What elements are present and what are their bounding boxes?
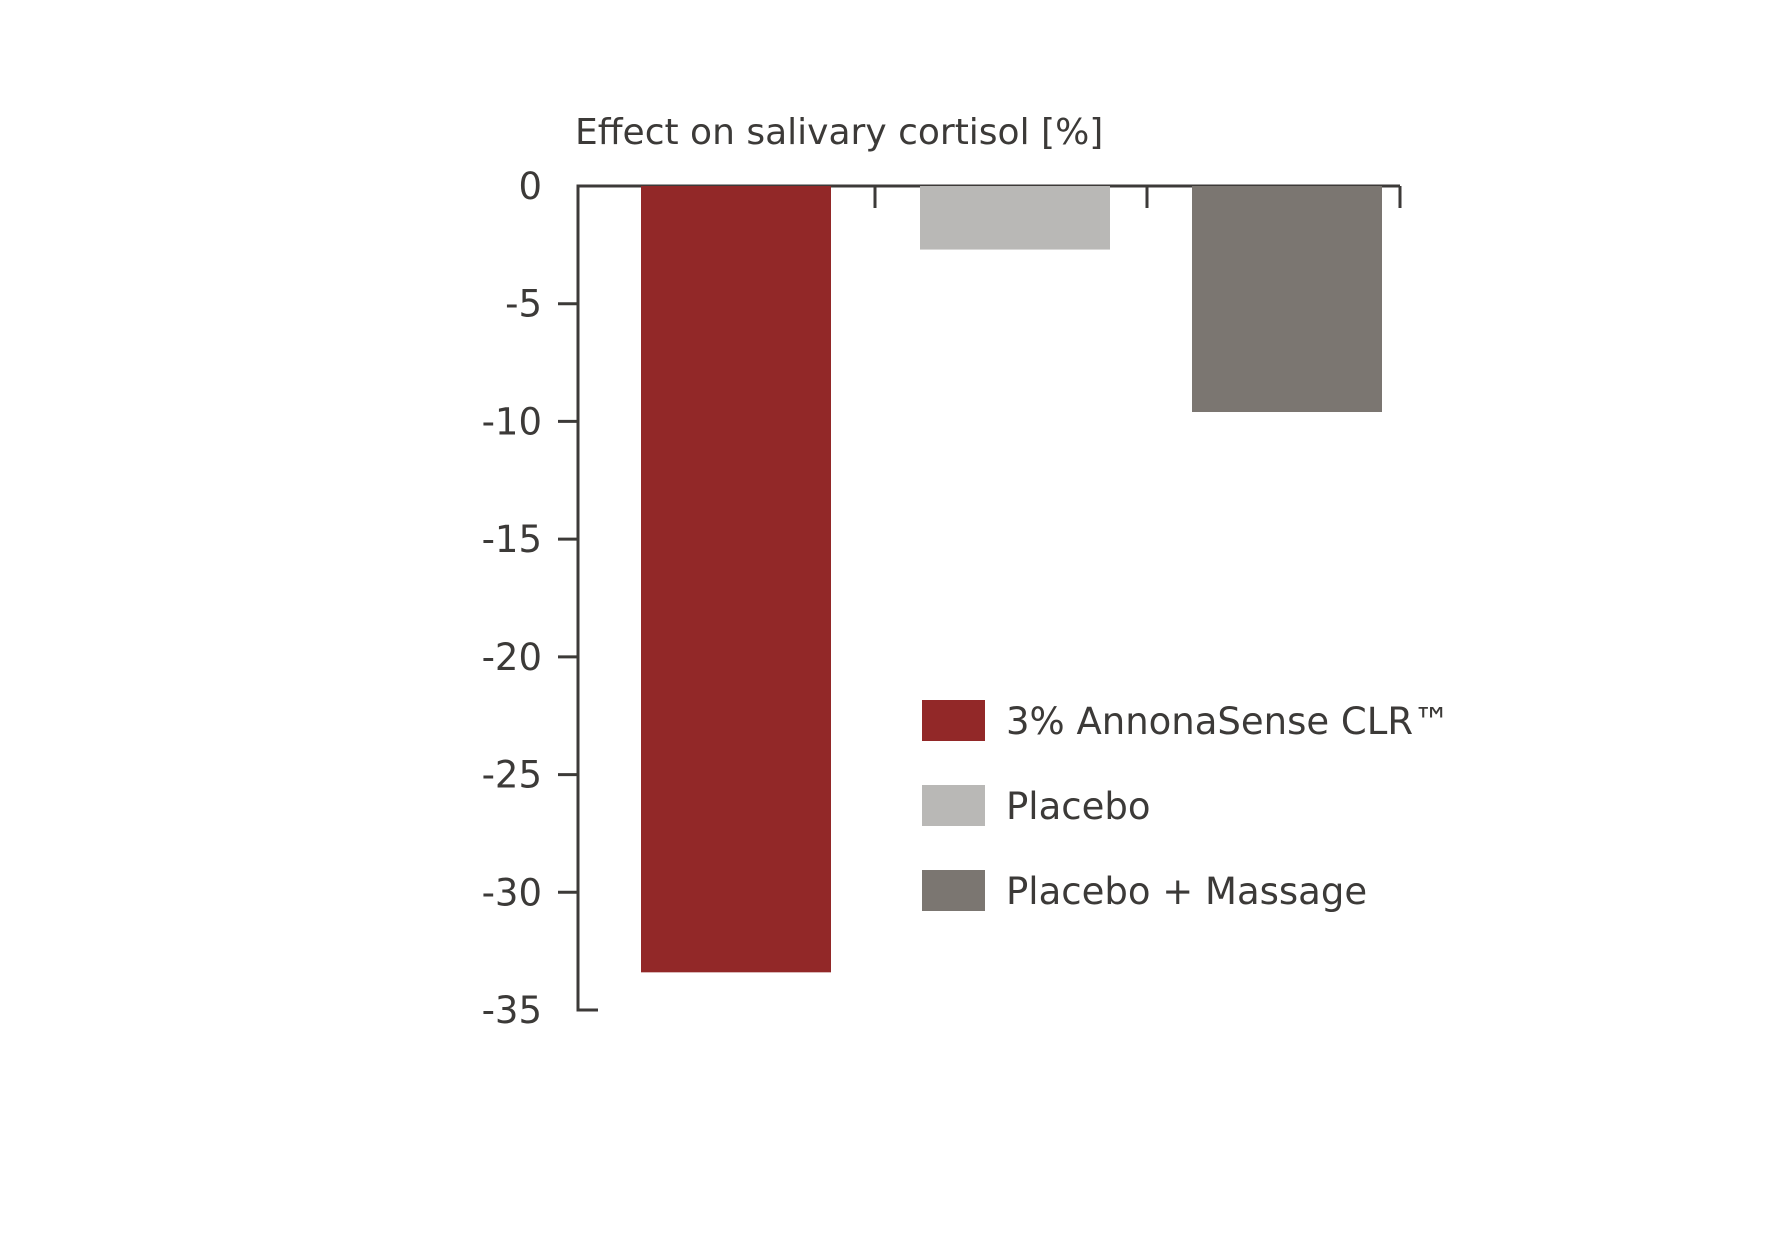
y-tick-label: 0 xyxy=(518,165,542,208)
legend-swatch xyxy=(922,870,985,911)
bar xyxy=(641,186,831,973)
legend-swatch xyxy=(922,700,985,741)
y-tick-label: -5 xyxy=(505,283,542,326)
y-tick-label: -35 xyxy=(482,989,542,1032)
bars xyxy=(641,186,1382,973)
legend-label: Placebo + Massage xyxy=(1006,870,1367,913)
legend: 3% AnnonaSense CLR™ Placebo Placebo + Mass… xyxy=(922,700,1450,913)
legend-label: 3% AnnonaSense CLR™ xyxy=(1006,700,1450,743)
y-tick-label: -30 xyxy=(482,871,542,914)
y-axis-title: Effect on salivary cortisol [%] xyxy=(575,112,1103,153)
y-tick-label: -15 xyxy=(482,518,542,561)
bar xyxy=(920,186,1110,250)
y-tick-label: -20 xyxy=(482,636,542,679)
bar xyxy=(1192,186,1382,413)
y-tick-label: -10 xyxy=(482,400,542,443)
legend-swatch xyxy=(922,785,985,826)
y-axis-ticks: 0 -5 -10 -15 -20 -25 -30 -35 xyxy=(482,165,598,1032)
y-tick-label: -25 xyxy=(482,754,542,797)
legend-label: Placebo xyxy=(1006,785,1151,828)
